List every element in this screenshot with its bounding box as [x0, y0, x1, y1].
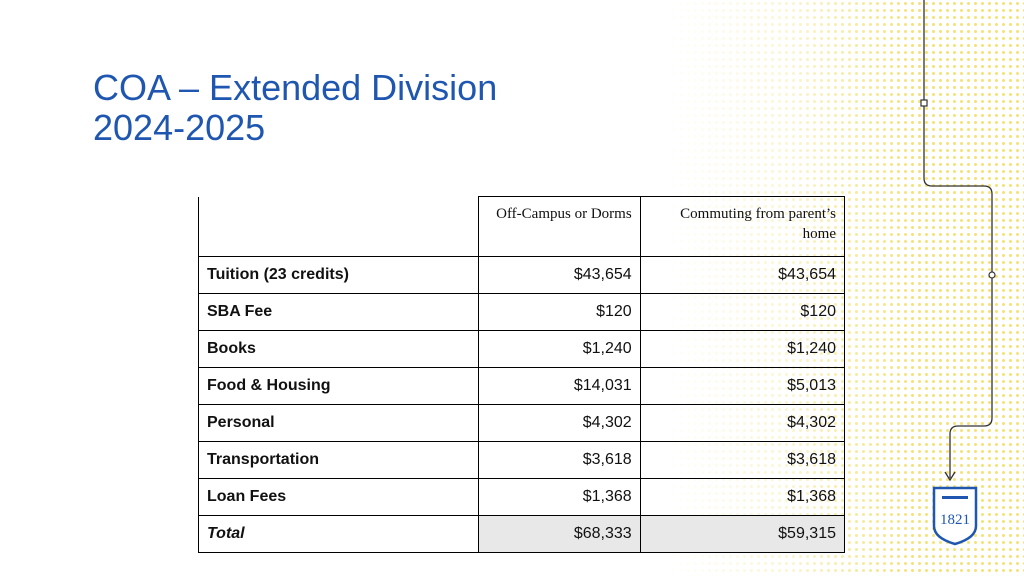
total-commuting-value: $59,315	[639, 515, 846, 553]
off-campus-value: $1,240	[478, 330, 641, 368]
row-label: Transportation	[197, 441, 480, 479]
table-row: Tuition (23 credits) $43,654 $43,654	[197, 256, 846, 294]
total-row: Total $68,333 $59,315	[197, 515, 846, 553]
table-row: Transportation $3,618 $3,618	[197, 441, 846, 479]
header-off-campus: Off-Campus or Dorms	[478, 196, 641, 257]
commuting-value: $4,302	[639, 404, 846, 442]
header-blank-cell	[197, 196, 480, 257]
off-campus-value: $3,618	[478, 441, 641, 479]
arrow-down-icon	[944, 471, 956, 482]
row-label: Food & Housing	[197, 367, 480, 405]
commuting-value: $120	[639, 293, 846, 331]
table-row: Books $1,240 $1,240	[197, 330, 846, 368]
commuting-value: $43,654	[639, 256, 846, 294]
commuting-value: $3,618	[639, 441, 846, 479]
commuting-value: $1,368	[639, 478, 846, 516]
row-label: Tuition (23 credits)	[197, 256, 480, 294]
row-label: Books	[197, 330, 480, 368]
commuting-value: $1,240	[639, 330, 846, 368]
table-row: Personal $4,302 $4,302	[197, 404, 846, 442]
logo-text: 1821	[940, 512, 970, 528]
header-commuting: Commuting from parent’s home	[639, 196, 846, 257]
shield-logo-icon: 1821	[932, 486, 978, 546]
off-campus-value: $120	[478, 293, 641, 331]
path-node-icon	[920, 99, 928, 107]
commuting-value: $5,013	[639, 367, 846, 405]
title-line-2: 2024-2025	[93, 107, 266, 148]
off-campus-value: $14,031	[478, 367, 641, 405]
path-node-icon	[988, 271, 996, 279]
table-header-row: Off-Campus or Dorms Commuting from paren…	[197, 196, 846, 257]
cost-of-attendance-table: Off-Campus or Dorms Commuting from paren…	[197, 196, 846, 553]
row-label: Loan Fees	[197, 478, 480, 516]
total-label: Total	[197, 515, 480, 553]
table-row: Food & Housing $14,031 $5,013	[197, 367, 846, 405]
off-campus-value: $4,302	[478, 404, 641, 442]
off-campus-value: $1,368	[478, 478, 641, 516]
table-row: SBA Fee $120 $120	[197, 293, 846, 331]
row-label: Personal	[197, 404, 480, 442]
table-row: Loan Fees $1,368 $1,368	[197, 478, 846, 516]
total-off-campus-value: $68,333	[478, 515, 641, 553]
title-line-1: COA – Extended Division	[93, 67, 498, 108]
off-campus-value: $43,654	[478, 256, 641, 294]
slide-title: COA – Extended Division 2024-2025	[93, 68, 497, 148]
row-label: SBA Fee	[197, 293, 480, 331]
